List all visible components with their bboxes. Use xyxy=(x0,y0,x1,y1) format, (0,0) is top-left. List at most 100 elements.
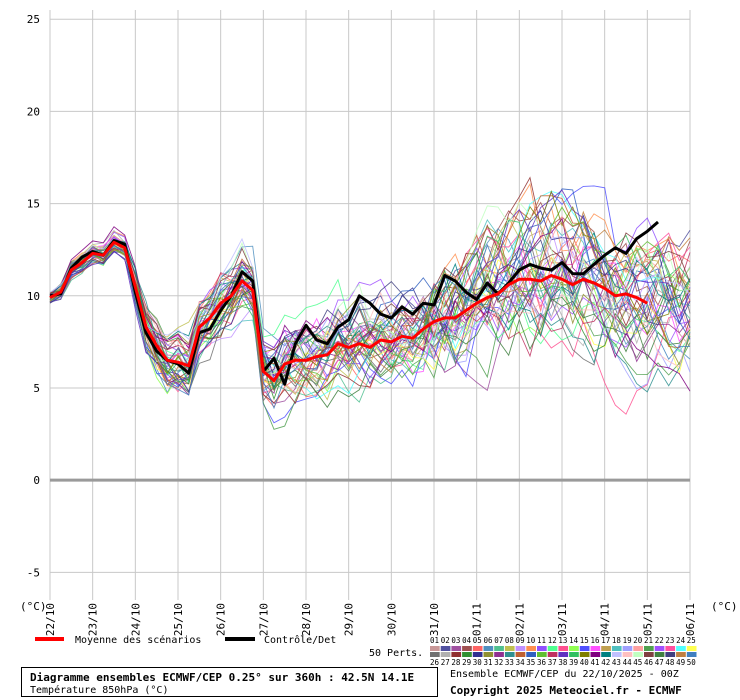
member-id-bottom: 46 xyxy=(644,658,654,667)
member-id-top: 17 xyxy=(601,636,610,645)
legend: Moyenne des scénarios Contrôle/Det 50 Pe… xyxy=(35,634,423,659)
member-id-top: 25 xyxy=(687,636,696,645)
member-id-top: 06 xyxy=(484,636,494,645)
member-id-bottom: 50 xyxy=(687,658,697,667)
member-id-bottom: 41 xyxy=(591,658,600,667)
chart-subtitle: Température 850hPa (°C) xyxy=(30,685,169,696)
member-id-top: 12 xyxy=(548,636,557,645)
member-line-24 xyxy=(49,190,691,400)
member-swatch xyxy=(504,646,515,651)
x-tick-label: 06/11 xyxy=(684,603,697,636)
x-tick-label: 30/10 xyxy=(385,603,398,636)
y-unit-label-right: (°C) xyxy=(711,600,738,613)
member-id-top: 07 xyxy=(494,636,503,645)
member-line-10 xyxy=(49,182,691,391)
member-swatch xyxy=(515,652,526,657)
member-id-bottom: 38 xyxy=(558,658,568,667)
member-id-bottom: 34 xyxy=(516,658,526,667)
member-legend: 01 02 03 04 05 06 07 08 09 10 11 12 13 14 15 16 17 18 19 20… xyxy=(430,636,697,667)
member-swatch xyxy=(601,652,611,657)
member-swatch xyxy=(590,652,601,657)
member-swatch xyxy=(440,652,451,657)
member-swatch xyxy=(451,652,462,657)
x-tick-label: 04/11 xyxy=(599,603,612,636)
x-tick-label: 28/10 xyxy=(300,603,313,636)
member-swatch xyxy=(569,646,579,651)
member-id-top: 03 xyxy=(451,636,460,645)
x-tick-label: 29/10 xyxy=(343,603,356,636)
member-id-bottom: 32 xyxy=(494,658,503,667)
member-swatch xyxy=(494,646,504,651)
member-swatch xyxy=(579,646,590,651)
member-id-top: 13 xyxy=(558,636,567,645)
chart-grid xyxy=(49,10,691,600)
x-tick-label: 05/11 xyxy=(641,603,654,636)
member-swatch xyxy=(430,646,440,651)
member-swatch xyxy=(526,652,536,657)
member-id-bottom: 44 xyxy=(623,658,633,667)
member-id-bottom: 40 xyxy=(580,658,590,667)
member-swatch xyxy=(590,646,601,651)
member-id-bottom: 37 xyxy=(548,658,557,667)
member-swatch xyxy=(472,646,483,651)
member-swatch xyxy=(644,652,654,657)
member-line-28 xyxy=(49,176,691,405)
member-line-44 xyxy=(49,242,691,375)
x-tick-label: 25/10 xyxy=(172,603,185,636)
member-id-bottom: 48 xyxy=(665,658,675,667)
member-swatch xyxy=(665,652,676,657)
member-swatch xyxy=(654,652,665,657)
member-swatch xyxy=(451,646,462,651)
member-swatch xyxy=(558,646,569,651)
member-line-4 xyxy=(49,201,691,386)
member-swatch xyxy=(483,646,494,651)
member-id-top: 11 xyxy=(537,636,546,645)
member-swatch xyxy=(644,646,654,651)
y-tick-label: 15 xyxy=(27,198,40,211)
member-id-bottom: 42 xyxy=(601,658,610,667)
member-id-top: 10 xyxy=(526,636,536,645)
member-id-bottom: 49 xyxy=(676,658,685,667)
member-line-46 xyxy=(49,232,691,362)
y-axis-ticks: -5 0 5 10 15 20 25 xyxy=(27,13,40,579)
member-id-bottom: 45 xyxy=(633,658,642,667)
member-swatch xyxy=(611,646,622,651)
copyright: Copyright 2025 Meteociel.fr - ECMWF xyxy=(450,684,682,697)
main-series xyxy=(49,220,659,386)
member-swatch xyxy=(558,652,569,657)
x-tick-label: 03/11 xyxy=(556,603,569,636)
chart-title: Diagramme ensembles ECMWF/CEP 0.25° sur … xyxy=(30,671,415,684)
member-id-top: 15 xyxy=(580,636,589,645)
member-id-bottom: 27 xyxy=(441,658,450,667)
member-swatch xyxy=(686,652,697,657)
x-tick-label: 24/10 xyxy=(129,603,142,636)
series-control-line xyxy=(49,220,659,386)
y-unit-label-left: (°C) xyxy=(20,600,47,613)
x-tick-label: 22/10 xyxy=(44,603,57,636)
member-id-bottom: 43 xyxy=(612,658,621,667)
members-label: 50 Perts. xyxy=(369,648,423,659)
x-tick-label: 23/10 xyxy=(87,603,100,636)
member-swatch xyxy=(472,652,483,657)
member-swatch xyxy=(430,652,440,657)
member-id-top: 02 xyxy=(441,636,450,645)
member-swatch xyxy=(633,652,643,657)
member-id-top: 22 xyxy=(655,636,664,645)
x-axis-ticks: 22/10 23/10 24/10 25/10 26/10 27/10 28/10 29/10… xyxy=(44,603,697,636)
y-tick-label: 10 xyxy=(27,290,40,303)
member-swatch xyxy=(622,646,633,651)
member-line-43 xyxy=(49,235,691,383)
member-line-21 xyxy=(49,243,691,430)
member-id-top: 23 xyxy=(665,636,674,645)
member-swatch xyxy=(633,646,643,651)
legend-mean-label: Moyenne des scénarios xyxy=(75,634,201,646)
member-swatch xyxy=(494,652,504,657)
member-swatch xyxy=(462,652,472,657)
member-id-top: 16 xyxy=(591,636,601,645)
member-id-bottom: 30 xyxy=(473,658,483,667)
member-line-25 xyxy=(49,242,691,393)
y-tick-label: 20 xyxy=(27,105,40,118)
member-swatch xyxy=(537,646,547,651)
member-swatch xyxy=(611,652,622,657)
member-swatch xyxy=(676,652,686,657)
